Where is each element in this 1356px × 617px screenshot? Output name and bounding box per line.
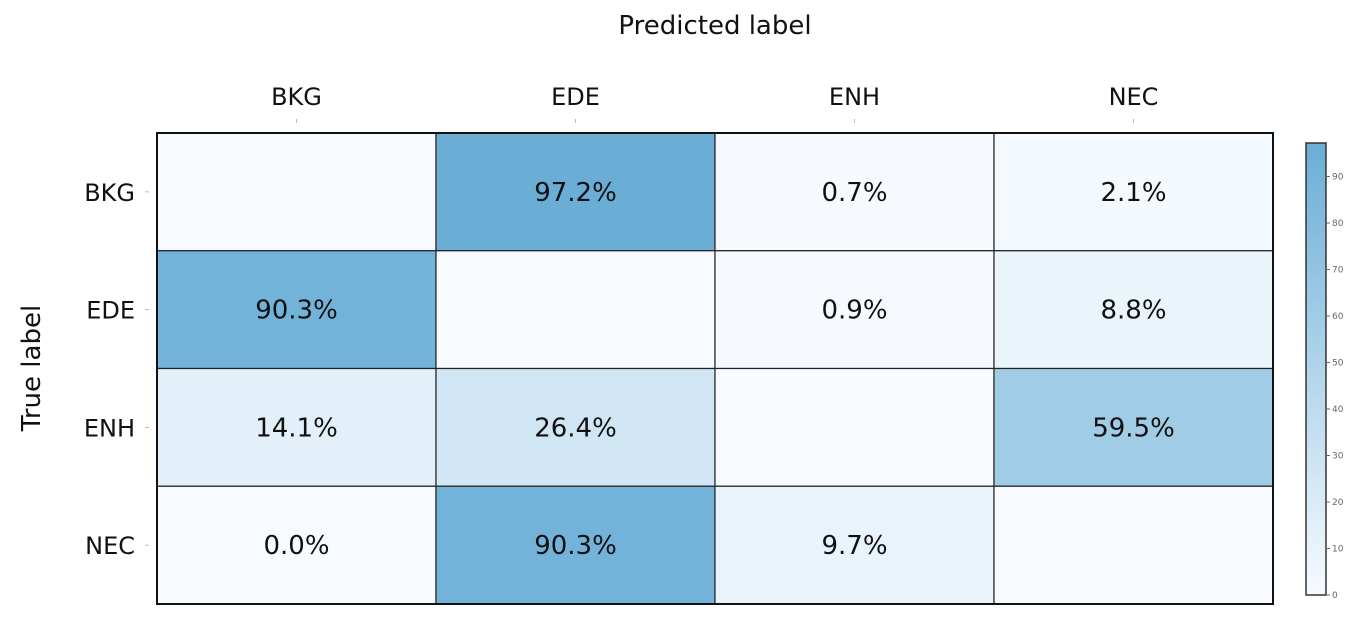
cell-value-label: 26.4% (534, 413, 617, 443)
colorbar-gradient (1305, 142, 1327, 596)
y-tick-label: NEC (85, 532, 135, 560)
heatmap-cell (714, 132, 995, 252)
colorbar: 0 10 20 30 40 50 60 70 80 90 (1305, 142, 1344, 601)
cell-value-label: 0.7% (821, 178, 887, 208)
colorbar-tick-label: 50 (1332, 358, 1344, 368)
colorbar-tick-label: 70 (1332, 265, 1344, 275)
cell-value-label: 97.2% (534, 178, 617, 208)
heatmap-cell (714, 367, 995, 487)
x-tick-label: EDE (551, 83, 600, 111)
colorbar-tick-label: 40 (1332, 405, 1344, 415)
colorbar-tick-label: 80 (1332, 219, 1344, 229)
cell-value-label: 8.8% (1100, 296, 1166, 326)
heatmap-cell (156, 250, 437, 370)
heatmap-cell (156, 485, 437, 605)
cell-value-label: 2.1% (1100, 178, 1166, 208)
cell-value-label: 0.0% (263, 531, 329, 561)
heatmap-cell (714, 250, 995, 370)
heatmap-cell (156, 132, 437, 252)
heatmap-cell (435, 367, 716, 487)
cell-value-label: 59.5% (1092, 413, 1175, 443)
y-tick-label: ENH (84, 414, 135, 442)
colorbar-tick-label: 10 (1332, 544, 1344, 554)
colorbar-tick-label: 0 (1332, 591, 1338, 601)
y-tick-label: BKG (84, 179, 135, 207)
heatmap-cell (435, 132, 716, 252)
heatmap-cell (714, 485, 995, 605)
heatmap-frame (156, 132, 1274, 605)
y-tick-label: EDE (86, 297, 135, 325)
y-axis-title: True label (17, 305, 47, 432)
colorbar-tick-label: 60 (1332, 312, 1344, 322)
x-tick-label: NEC (1109, 83, 1159, 111)
colorbar-tick-label: 20 (1332, 498, 1344, 508)
cell-value-label: 9.7% (821, 531, 887, 561)
x-tick-label: BKG (271, 83, 322, 111)
cell-value-label: 0.9% (821, 296, 887, 326)
heatmap-cell (435, 250, 716, 370)
heatmap-cells: 97.2% 0.7% 2.1% 90.3% 0.9% 8.8% 14.1% 26.4% 59.5… (156, 132, 1274, 605)
cell-value-label: 14.1% (255, 413, 338, 443)
heatmap-cell (993, 250, 1274, 370)
y-tick-labels: BKG EDE ENH NEC (84, 179, 149, 560)
colorbar-tick-label: 30 (1332, 451, 1344, 461)
x-tick-label: ENH (829, 83, 880, 111)
cell-value-label: 90.3% (255, 296, 338, 326)
colorbar-tick-label: 90 (1332, 172, 1344, 182)
x-tick-labels: BKG EDE ENH NEC (271, 83, 1158, 123)
heatmap-cell (993, 485, 1274, 605)
x-axis-title: Predicted label (618, 11, 811, 41)
cell-value-label: 90.3% (534, 531, 617, 561)
